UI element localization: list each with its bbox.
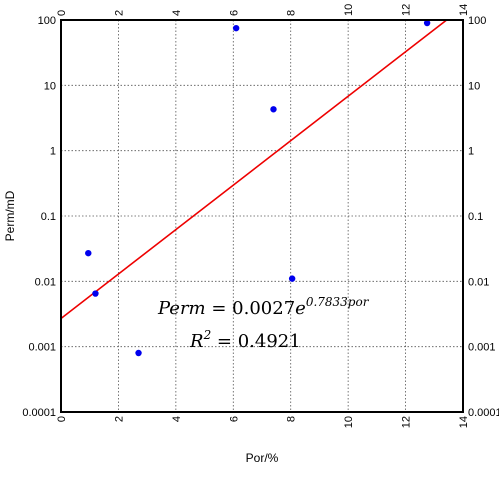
y-tick-label-right: 0.0001: [468, 407, 499, 419]
x-tick-label-top: 14: [458, 4, 470, 16]
y-tick-label-right: 0.01: [468, 276, 489, 288]
trend-equation: Perm = 0.0027e0.7833por: [157, 295, 370, 319]
y-tick-label-right: 100: [468, 15, 486, 27]
x-tick-label-top: 8: [286, 10, 298, 16]
x-tick-label: 14: [458, 416, 470, 428]
data-point: [423, 19, 431, 27]
x-tick-label: 10: [343, 416, 355, 428]
data-point: [85, 249, 92, 257]
equation-lhs: Perm: [157, 298, 206, 319]
data-point: [232, 24, 240, 32]
grid: [61, 20, 463, 412]
x-tick-label: 12: [401, 416, 413, 428]
x-tick-label: 2: [113, 416, 125, 422]
y-tick-labels-left: 0.0001 0.001 0.01 0.1 1 10 100: [22, 15, 56, 419]
x-tick-label: 8: [286, 416, 298, 422]
r2-lhs: R: [189, 331, 204, 352]
x-tick-labels-top: 0 2 4 6 8 10 12 14: [56, 4, 470, 16]
x-tick-label-top: 10: [343, 4, 355, 16]
x-axis-title: Por/%: [246, 451, 279, 465]
data-points: [85, 19, 431, 357]
y-tick-label: 0.0001: [22, 407, 56, 419]
y-tick-label: 0.1: [41, 211, 56, 223]
x-tick-label-top: 2: [113, 10, 125, 16]
y-tick-labels-right: 0.0001 0.001 0.01 0.1 1 10 100: [468, 15, 499, 419]
equation-exponent: 0.7833por: [306, 295, 370, 309]
y-tick-label-right: 0.001: [468, 342, 496, 354]
y-tick-label-right: 1: [468, 146, 474, 158]
y-axis-title: Perm/mD: [3, 190, 17, 241]
y-tick-label-right: 10: [468, 80, 480, 92]
data-point: [270, 106, 277, 113]
x-tick-label: 0: [56, 416, 68, 422]
x-tick-labels-bottom: 0 2 4 6 8 10 12 14: [56, 416, 470, 428]
y-tick-label: 0.01: [35, 276, 56, 288]
plot-frame: [60, 19, 464, 413]
data-point: [135, 349, 142, 357]
data-point: [92, 290, 99, 297]
data-point: [288, 275, 296, 282]
x-tick-label-top: 6: [228, 10, 240, 16]
x-tick-label: 4: [171, 416, 183, 422]
y-tick-label: 10: [44, 80, 56, 92]
r-squared: R2 = 0.4921: [189, 328, 301, 352]
equation-mid: = 0.0027: [206, 298, 296, 319]
trendline: [61, 20, 448, 320]
x-tick-label: 6: [228, 416, 240, 422]
equation-e: e: [295, 298, 306, 319]
x-tick-label-top: 4: [171, 10, 183, 16]
r2-superscript: 2: [203, 328, 212, 342]
y-tick-label: 1: [50, 146, 56, 158]
r2-rhs: = 0.4921: [211, 331, 301, 352]
y-tick-label: 0.001: [28, 342, 56, 354]
x-tick-label-top: 12: [401, 4, 413, 16]
x-tick-label-top: 0: [56, 10, 68, 16]
y-tick-label-right: 0.1: [468, 211, 483, 223]
y-tick-label: 100: [38, 15, 56, 27]
